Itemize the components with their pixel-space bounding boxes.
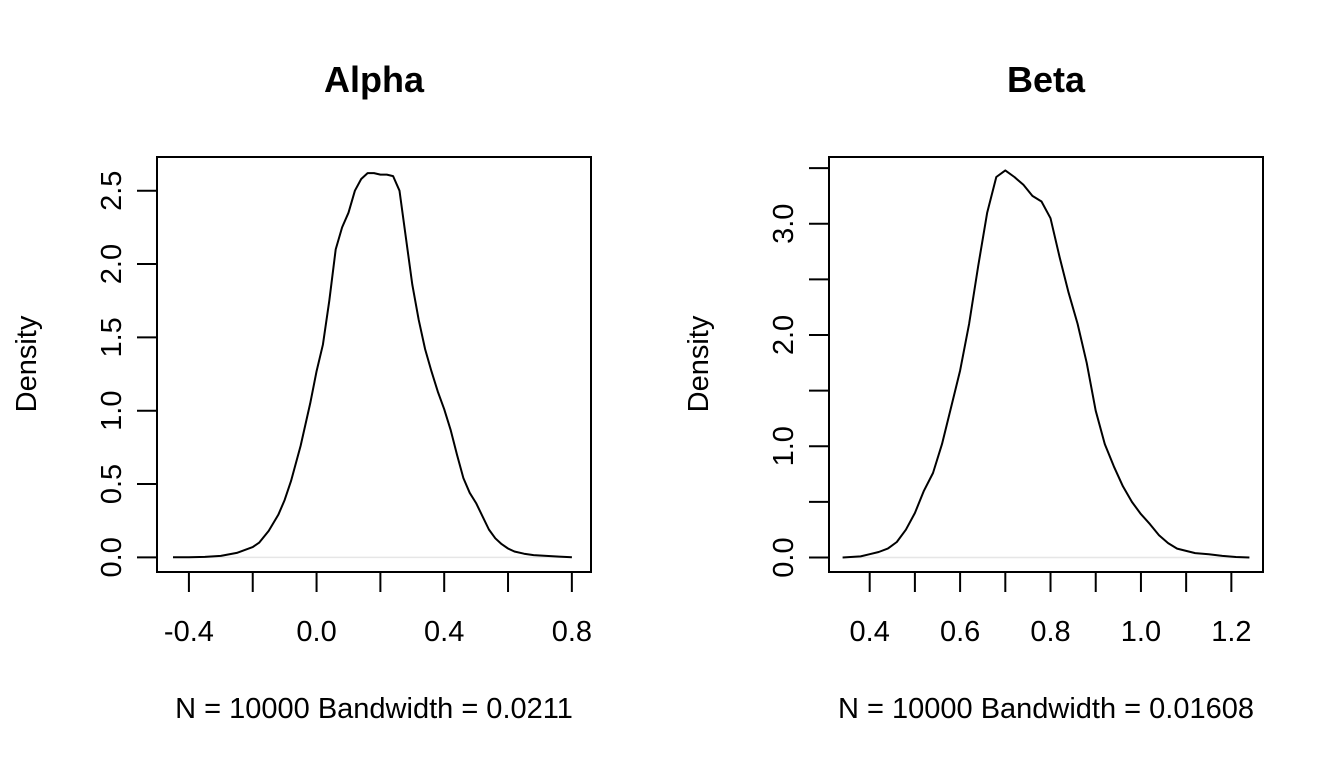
alpha-x-tick-label: -0.4 <box>164 616 214 648</box>
beta-y-tick-label: 3.0 <box>768 204 800 244</box>
beta-x-tick-label: 0.4 <box>850 616 890 648</box>
alpha-x-tick-label: 0.4 <box>424 616 464 648</box>
alpha-x-tick-label: 0.0 <box>296 616 336 648</box>
beta-title: Beta <box>1007 59 1086 100</box>
beta-y-tick-label: 1.0 <box>768 426 800 466</box>
beta-x-tick-label: 0.8 <box>1030 616 1070 648</box>
beta-x-axis: 0.4 0.6 0.8 1.0 1.2 <box>850 572 1252 648</box>
beta-plot-area <box>842 169 1250 559</box>
alpha-y-tick-label: 0.5 <box>96 464 128 504</box>
alpha-y-tick-label: 1.0 <box>96 391 128 431</box>
alpha-x-tick-label: 0.8 <box>552 616 592 648</box>
alpha-y-tick-label: 1.5 <box>96 317 128 357</box>
alpha-y-axis: 0.0 0.5 1.0 1.5 2.0 2.5 <box>96 171 157 577</box>
beta-panel: Beta 0.4 0.6 0.8 1.0 1.2 0.0 1.0 2.0 3.0 N = 10… <box>683 59 1264 725</box>
alpha-x-axis-label: N = 10000 Bandwidth = 0.0211 <box>175 693 573 725</box>
beta-x-tick-label: 1.0 <box>1121 616 1161 648</box>
beta-plot-frame <box>828 156 1264 573</box>
beta-y-tick-label: 0.0 <box>768 537 800 577</box>
beta-y-axis-label: Density <box>683 315 715 412</box>
beta-x-axis-label: N = 10000 Bandwidth = 0.01608 <box>838 693 1254 725</box>
alpha-y-tick-label: 0.0 <box>96 537 128 577</box>
beta-x-tick-label: 0.6 <box>940 616 980 648</box>
alpha-plot-frame <box>156 156 592 573</box>
alpha-y-tick-label: 2.5 <box>96 171 128 211</box>
beta-x-tick-label: 1.2 <box>1211 616 1251 648</box>
alpha-y-axis-label: Density <box>11 315 43 412</box>
alpha-y-tick-label: 2.0 <box>96 244 128 284</box>
alpha-density-curve <box>173 172 572 559</box>
beta-y-tick-label: 2.0 <box>768 315 800 355</box>
alpha-x-axis: -0.4 0.0 0.4 0.8 <box>164 572 592 648</box>
alpha-plot-area <box>172 172 572 559</box>
beta-density-curve <box>842 169 1250 559</box>
alpha-panel: Alpha -0.4 0.0 0.4 0.8 0.0 0.5 1.0 1.5 2.0 2.5 N… <box>11 59 592 725</box>
alpha-title: Alpha <box>324 59 425 100</box>
beta-y-axis: 0.0 1.0 2.0 3.0 <box>768 167 829 578</box>
